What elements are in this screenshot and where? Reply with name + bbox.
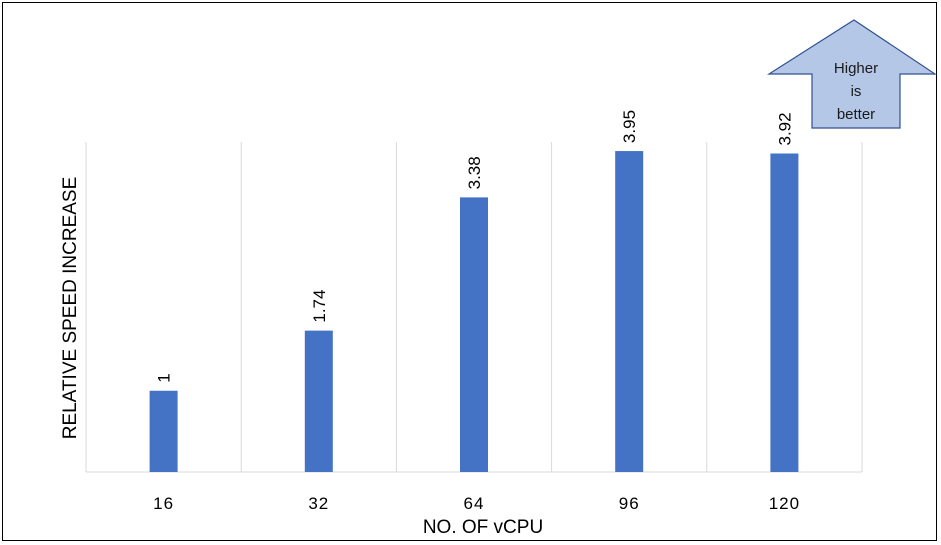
data-label-32: 1.74 (310, 290, 329, 323)
x-tick-label-120: 120 (769, 494, 800, 513)
bar-96 (615, 151, 644, 472)
callout-line-2: is (851, 83, 862, 100)
callout-line-3: better (837, 106, 875, 123)
data-label-16: 1 (155, 373, 174, 382)
bar-32 (304, 330, 333, 472)
bar-120 (770, 153, 799, 472)
bar-series (149, 151, 799, 472)
bar-16 (149, 390, 178, 472)
data-label-64: 3.38 (465, 156, 484, 189)
x-tick-labels: 16 32 64 96 120 (153, 494, 800, 513)
data-label-120: 3.92 (775, 112, 794, 145)
x-axis-title: NO. OF vCPU (423, 517, 543, 538)
x-tick-label-64: 64 (464, 494, 485, 513)
data-label-96: 3.95 (620, 110, 639, 143)
x-tick-label-16: 16 (153, 494, 174, 513)
bar-64 (460, 197, 488, 472)
y-axis-title: RELATIVE SPEED INCREASE (60, 177, 81, 440)
higher-is-better-callout: Higher is better (766, 19, 937, 129)
callout-line-1: Higher (834, 60, 878, 77)
data-labels: 1 1.74 3.38 3.95 3.92 (155, 110, 795, 383)
x-tick-label-96: 96 (619, 494, 640, 513)
up-arrow-icon (766, 19, 937, 129)
x-tick-label-32: 32 (308, 494, 329, 513)
